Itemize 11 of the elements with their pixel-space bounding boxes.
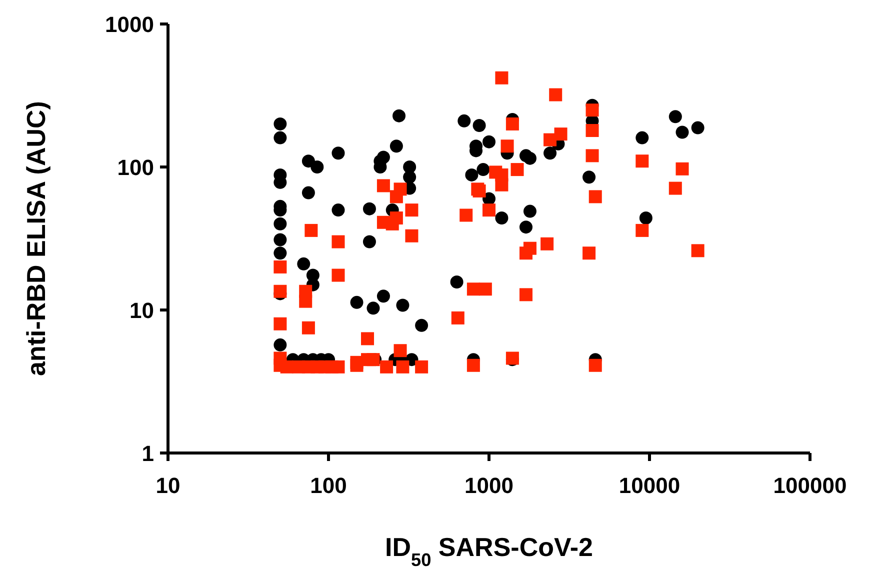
y-tick-label: 10 [130,298,154,323]
y-tick-label: 100 [117,155,154,180]
y-tick-label: 1 [142,441,154,466]
x-axis-title: ID$_{50}$ SARS-CoV-2 [384,532,594,570]
x-tick-label: 10000 [618,473,680,498]
y-axis-title: anti-RBD ELISA (AUC) [21,101,51,376]
x-tick-label: 10 [156,473,180,498]
x-tick-label: 100 [310,473,347,498]
y-tick-label: 1000 [105,12,154,37]
x-tick-label: 100000 [773,473,847,498]
x-tick-label: 1000 [464,473,514,498]
